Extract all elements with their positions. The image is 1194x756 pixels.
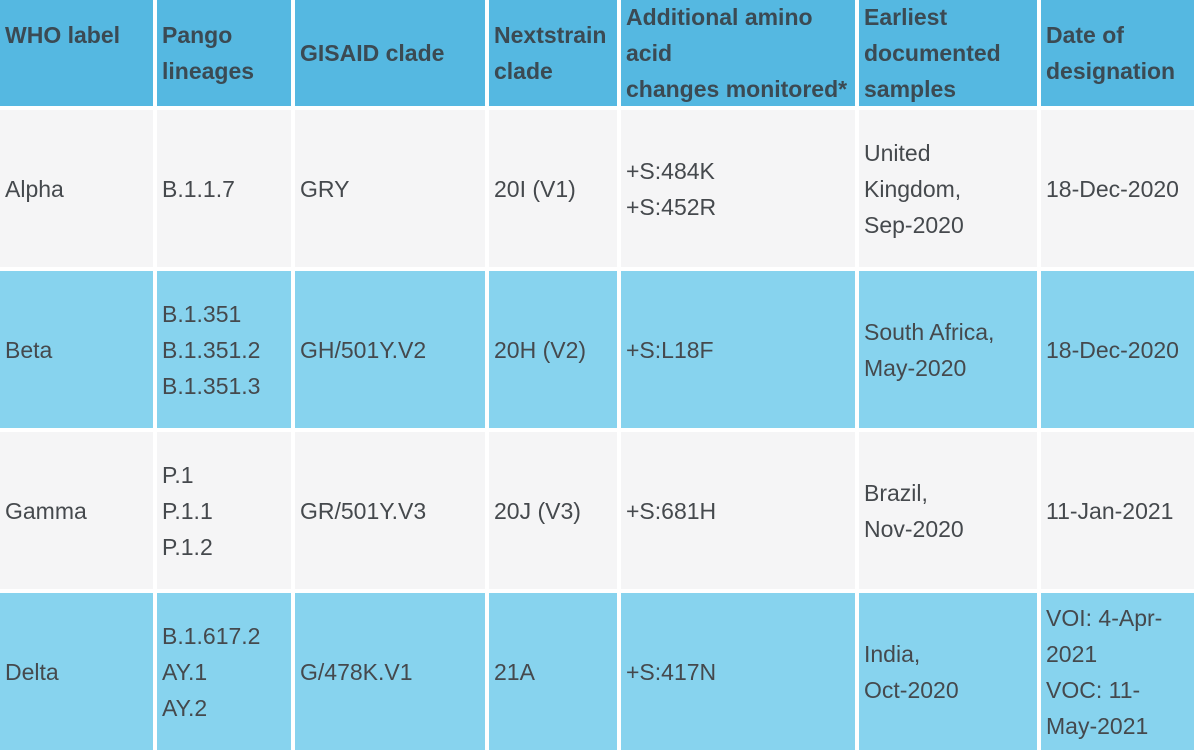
cell-earliest-samples: South Africa, May-2020	[859, 271, 1037, 428]
table-row-gamma: Gamma P.1 P.1.1 P.1.2 GR/501Y.V3 20J (V3…	[0, 432, 1194, 589]
column-header-aa-changes: Additional amino acid changes monitored*	[621, 0, 855, 106]
cell-earliest-samples: Brazil, Nov-2020	[859, 432, 1037, 589]
cell-aa-changes: +S:L18F	[621, 271, 855, 428]
column-header-nextstrain-clade: Nextstrain clade	[489, 0, 617, 106]
table-row-beta: Beta B.1.351 B.1.351.2 B.1.351.3 GH/501Y…	[0, 271, 1194, 428]
cell-date-designation: 18-Dec-2020	[1041, 271, 1194, 428]
table-row-delta: Delta B.1.617.2 AY.1 AY.2 G/478K.V1 21A …	[0, 593, 1194, 750]
cell-who-label: Gamma	[0, 432, 153, 589]
cell-pango-lineages: B.1.1.7	[157, 110, 291, 267]
column-header-date-designation: Date of designation	[1041, 0, 1194, 106]
column-header-earliest-samples: Earliest documented samples	[859, 0, 1037, 106]
cell-nextstrain-clade: 20I (V1)	[489, 110, 617, 267]
table-row-alpha: Alpha B.1.1.7 GRY 20I (V1) +S:484K +S:45…	[0, 110, 1194, 267]
cell-gisaid-clade: G/478K.V1	[295, 593, 485, 750]
column-header-pango-lineages: Pango lineages	[157, 0, 291, 106]
cell-aa-changes: +S:484K +S:452R	[621, 110, 855, 267]
table-header-row: WHO label Pango lineages GISAID clade Ne…	[0, 0, 1194, 106]
column-header-gisaid-clade: GISAID clade	[295, 0, 485, 106]
cell-date-designation: VOI: 4-Apr-2021 VOC: 11-May-2021	[1041, 593, 1194, 750]
cell-nextstrain-clade: 21A	[489, 593, 617, 750]
cell-pango-lineages: B.1.617.2 AY.1 AY.2	[157, 593, 291, 750]
cell-gisaid-clade: GRY	[295, 110, 485, 267]
cell-who-label: Alpha	[0, 110, 153, 267]
cell-gisaid-clade: GR/501Y.V3	[295, 432, 485, 589]
cell-earliest-samples: United Kingdom, Sep-2020	[859, 110, 1037, 267]
cell-date-designation: 18-Dec-2020	[1041, 110, 1194, 267]
cell-aa-changes: +S:681H	[621, 432, 855, 589]
cell-nextstrain-clade: 20H (V2)	[489, 271, 617, 428]
cell-pango-lineages: B.1.351 B.1.351.2 B.1.351.3	[157, 271, 291, 428]
cell-gisaid-clade: GH/501Y.V2	[295, 271, 485, 428]
cell-who-label: Beta	[0, 271, 153, 428]
cell-aa-changes: +S:417N	[621, 593, 855, 750]
cell-who-label: Delta	[0, 593, 153, 750]
cell-date-designation: 11-Jan-2021	[1041, 432, 1194, 589]
cell-nextstrain-clade: 20J (V3)	[489, 432, 617, 589]
cell-pango-lineages: P.1 P.1.1 P.1.2	[157, 432, 291, 589]
cell-earliest-samples: India, Oct-2020	[859, 593, 1037, 750]
column-header-who-label: WHO label	[0, 0, 153, 106]
